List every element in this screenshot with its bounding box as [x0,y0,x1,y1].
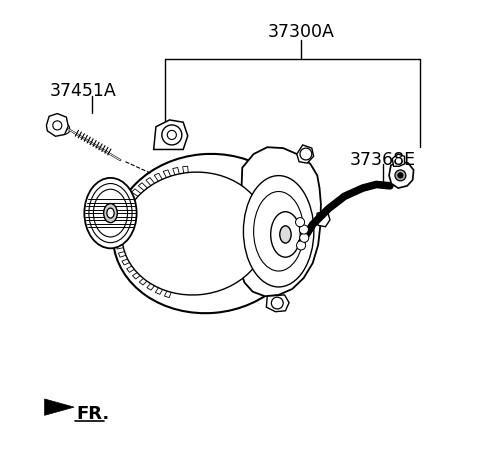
Polygon shape [139,277,149,285]
Polygon shape [116,220,126,225]
Polygon shape [297,146,313,164]
Ellipse shape [107,209,114,218]
Ellipse shape [122,173,267,295]
Polygon shape [132,271,143,280]
Ellipse shape [89,184,132,243]
Circle shape [296,218,305,227]
Polygon shape [122,258,132,265]
Circle shape [300,149,312,161]
Polygon shape [173,168,180,177]
Polygon shape [132,190,142,197]
Text: 37368E: 37368E [350,150,416,168]
Polygon shape [116,244,126,249]
Circle shape [168,131,176,140]
Polygon shape [127,265,137,273]
Polygon shape [138,184,148,192]
Polygon shape [146,178,155,187]
Ellipse shape [104,204,117,223]
Polygon shape [126,196,136,204]
Polygon shape [316,211,330,227]
Ellipse shape [271,212,300,257]
Circle shape [300,234,309,243]
Text: FR.: FR. [76,404,109,422]
Polygon shape [165,289,172,298]
Polygon shape [147,282,156,291]
Polygon shape [118,212,128,218]
Ellipse shape [94,190,128,237]
Polygon shape [239,148,321,297]
Polygon shape [47,114,68,137]
Polygon shape [45,399,74,415]
Circle shape [395,171,406,181]
Text: 37451A: 37451A [50,82,117,100]
Polygon shape [163,170,171,179]
Circle shape [398,173,403,179]
Polygon shape [121,204,132,211]
Circle shape [162,126,182,146]
Polygon shape [182,167,189,175]
Polygon shape [392,155,405,167]
Circle shape [53,122,62,131]
Polygon shape [156,286,164,295]
Ellipse shape [84,179,137,249]
Ellipse shape [48,119,70,135]
Text: 37300A: 37300A [268,23,335,41]
Circle shape [300,225,309,235]
Circle shape [297,241,306,251]
Polygon shape [154,121,188,150]
Polygon shape [154,174,163,183]
Ellipse shape [253,192,304,271]
Circle shape [271,297,283,309]
Ellipse shape [280,226,291,244]
Ellipse shape [113,155,303,313]
Polygon shape [389,162,414,189]
Polygon shape [119,252,129,257]
Polygon shape [115,236,124,241]
Polygon shape [115,228,124,233]
Ellipse shape [243,176,314,287]
Polygon shape [266,295,289,312]
